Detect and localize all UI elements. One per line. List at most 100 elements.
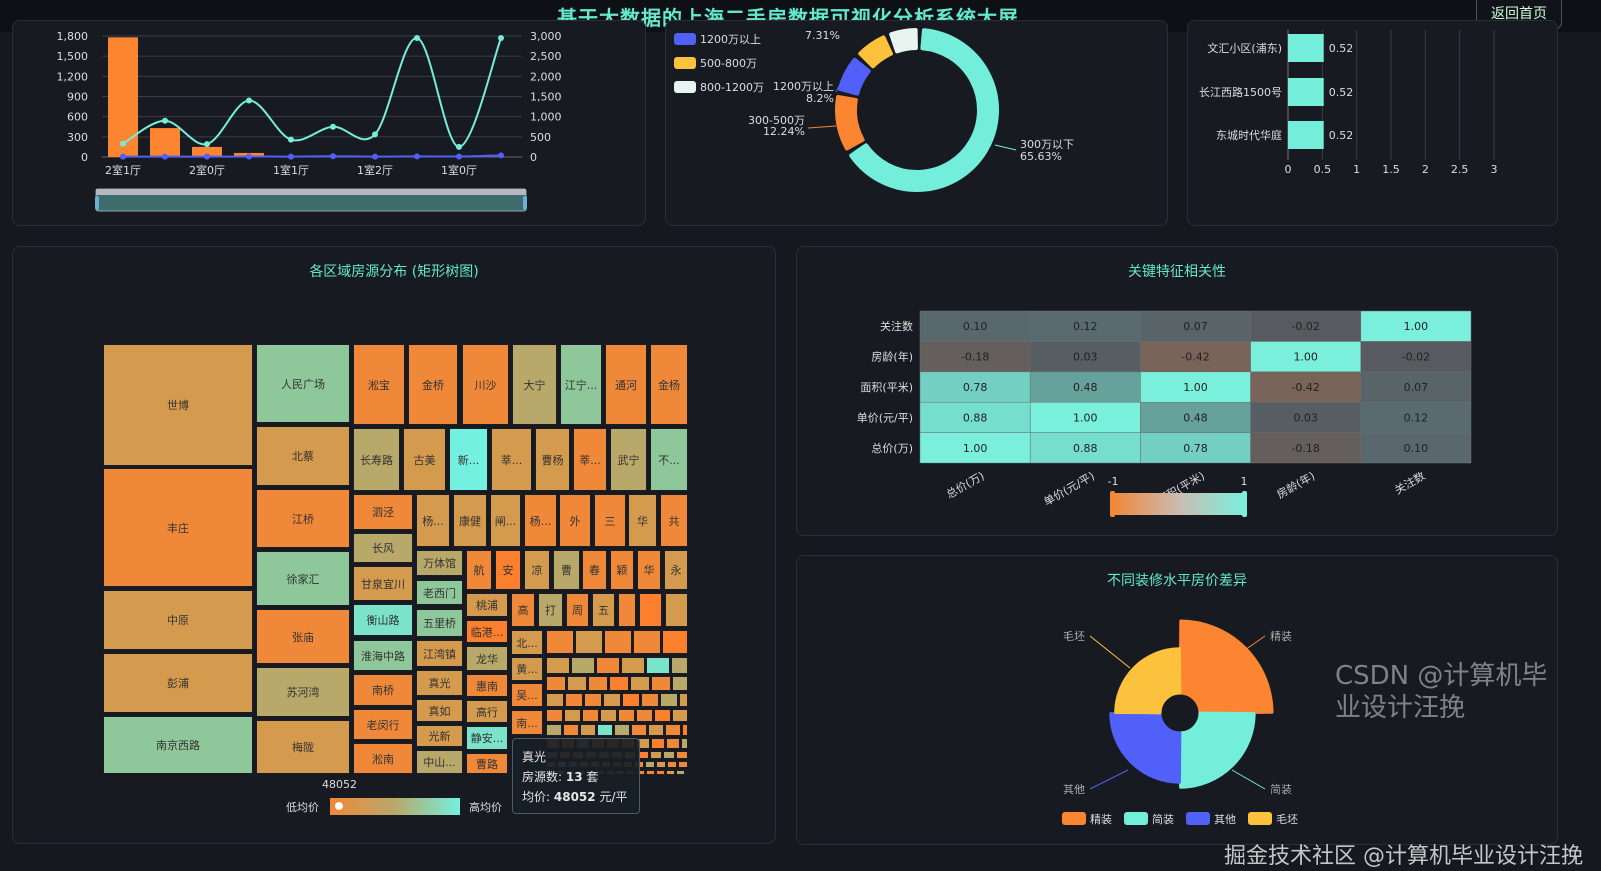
treemap-cell[interactable] [571,657,595,674]
treemap-cell[interactable] [648,724,664,736]
treemap-cell[interactable]: 临港... [466,620,508,643]
treemap-cell[interactable]: 不... [650,428,688,491]
treemap-cell[interactable] [679,693,688,707]
treemap-cell[interactable]: 徐家汇 [256,551,350,606]
treemap-cell[interactable]: 春 [582,550,607,590]
treemap-cell[interactable] [603,693,621,707]
zoom-handle-right[interactable] [523,196,527,210]
treemap-cell[interactable] [604,630,632,654]
treemap-cell[interactable]: 龙华 [466,646,508,671]
treemap-cell[interactable]: 静安... [466,726,508,750]
treemap-cell[interactable] [672,676,688,691]
treemap-cell[interactable] [618,709,635,722]
treemap-cell[interactable] [678,761,688,768]
treemap-cell[interactable] [656,761,666,768]
treemap-cell[interactable]: 人民广场 [256,344,350,423]
treemap-cell[interactable]: 老闵行 [353,709,413,740]
treemap-cell[interactable] [546,630,574,654]
treemap-cell[interactable] [575,630,603,654]
treemap-cell[interactable] [584,693,602,707]
treemap-cell[interactable]: 彭浦 [103,653,253,713]
treemap-cell[interactable]: 北蔡 [256,426,350,486]
treemap-cell[interactable]: 曹路 [466,753,508,774]
treemap-cell[interactable] [600,709,617,722]
legend-label[interactable]: 简装 [1152,812,1174,826]
treemap-cell[interactable] [567,676,587,691]
treemap-cell[interactable]: 老西门 [416,580,463,605]
treemap-cell[interactable]: 打 [538,593,563,627]
treemap-cell[interactable]: 航 [466,550,492,590]
legend-label[interactable]: 精装 [1090,813,1112,826]
treemap-cell[interactable] [614,724,630,736]
treemap-cell[interactable]: 新... [449,428,488,491]
legend-label[interactable]: 800-1200万 [700,81,764,94]
treemap-cell[interactable]: 金桥 [408,344,458,425]
treemap-cell[interactable] [639,593,662,627]
treemap-cell[interactable]: 莘... [573,428,607,491]
treemap-cell[interactable]: 真如 [416,699,463,722]
treemap-cell[interactable] [618,593,636,627]
treemap-cell[interactable]: 吴... [511,683,543,707]
visualmap-handle-max[interactable] [1242,491,1247,517]
treemap-cell[interactable]: 江湾镇 [416,640,463,667]
treemap-cell[interactable]: 惠南 [466,674,508,697]
treemap-cell[interactable]: 周 [566,593,589,627]
treemap-cell[interactable]: 淮海中路 [353,640,413,671]
treemap-cell[interactable]: 万体馆 [416,550,463,576]
price-gradient-slider[interactable] [330,798,460,815]
treemap-cell[interactable] [633,630,661,654]
treemap-cell[interactable]: 真光 [416,670,463,696]
treemap-cell[interactable]: 南桥 [353,674,413,706]
treemap-cell[interactable] [546,676,566,691]
treemap-cell[interactable] [546,709,563,722]
treemap-cell[interactable]: 华 [628,494,657,547]
slider-handle[interactable] [333,800,345,812]
treemap-cell[interactable]: 衡山路 [353,604,413,636]
treemap-cell[interactable] [646,657,670,674]
treemap-cell[interactable] [563,724,579,736]
visualmap-handle-min[interactable] [1110,491,1115,517]
treemap-cell[interactable]: 五里桥 [416,609,463,637]
treemap-cell[interactable] [681,738,688,749]
treemap-cell[interactable]: 五 [592,593,615,627]
treemap-cell[interactable] [645,761,655,768]
treemap-cell[interactable]: 梅陇 [256,720,350,774]
treemap-cell[interactable] [546,724,562,736]
treemap-cell[interactable]: 淞南 [353,743,413,774]
legend-label[interactable]: 其他 [1214,813,1236,826]
treemap-cell[interactable]: 长寿路 [353,428,400,491]
treemap-cell[interactable] [672,709,688,722]
treemap-cell[interactable] [665,593,688,627]
treemap-cell[interactable]: 外 [559,494,591,547]
treemap-cell[interactable] [671,657,688,674]
treemap-cell[interactable]: 北... [511,630,543,655]
treemap-cell[interactable] [597,724,613,736]
treemap-cell[interactable] [686,770,688,775]
treemap-cell[interactable] [596,657,620,674]
treemap-cell[interactable] [666,770,675,775]
treemap-cell[interactable]: 大宁 [512,344,557,425]
treemap-cell[interactable] [656,770,665,775]
visualmap-bar[interactable] [1113,493,1245,515]
treemap-cell[interactable]: 华 [637,550,661,590]
treemap-cell[interactable]: 古美 [403,428,446,491]
treemap-cell[interactable] [609,676,629,691]
treemap-cell[interactable] [631,724,647,736]
treemap-cell[interactable] [663,751,675,759]
treemap-cell[interactable]: 川沙 [462,344,509,425]
treemap-cell[interactable]: 杨... [416,494,450,547]
treemap-cell[interactable]: 闸... [490,494,521,547]
treemap-cell[interactable]: 淞宝 [353,344,405,425]
treemap-cell[interactable] [546,693,564,707]
treemap-cell[interactable]: 南京西路 [103,716,253,774]
treemap-cell[interactable] [676,770,685,775]
treemap-cell[interactable]: 凉 [524,550,550,590]
treemap-cell[interactable]: 光新 [416,725,463,747]
treemap-cell[interactable] [650,751,662,759]
treemap-cell[interactable] [630,676,650,691]
treemap-cell[interactable]: 江宁... [560,344,602,425]
treemap-cell[interactable]: 中原 [103,590,253,650]
treemap-cell[interactable]: 桃浦 [466,593,508,617]
treemap-cell[interactable] [660,693,678,707]
treemap-cell[interactable]: 武宁 [610,428,647,491]
